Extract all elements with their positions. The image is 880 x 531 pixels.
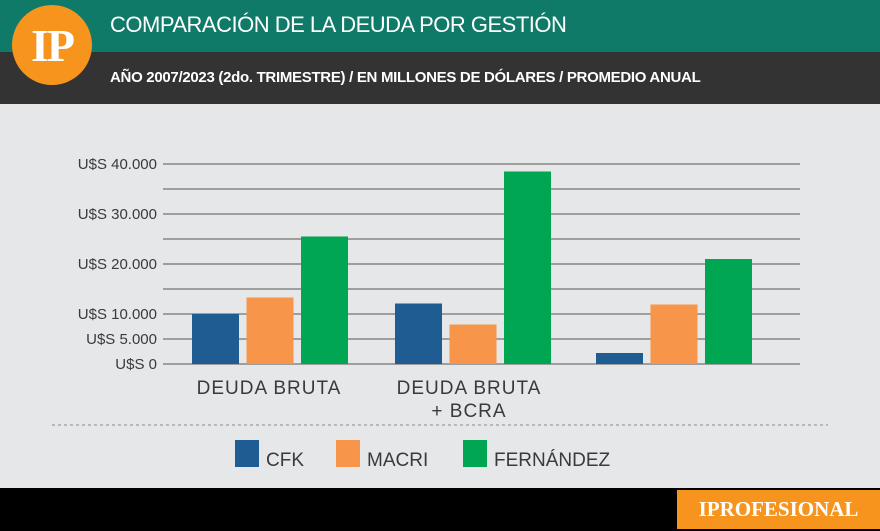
- bar-cfk: [395, 303, 442, 364]
- ip-logo: IP: [12, 5, 92, 85]
- bar-fernández: [301, 236, 348, 364]
- bar-macri: [650, 304, 698, 364]
- y-tick-label: U$S 10.000: [78, 306, 157, 323]
- legend-label: MACRI: [367, 450, 428, 471]
- page-subtitle: AÑO 2007/2023 (2do. TRIMESTRE) / EN MILL…: [110, 69, 701, 86]
- legend-swatch: [336, 440, 360, 467]
- y-tick-label: U$S 20.000: [78, 256, 157, 273]
- subheader-bar: [0, 52, 880, 104]
- category-label: + BCRA: [431, 401, 506, 422]
- header-bar: [0, 0, 880, 52]
- bar-cfk: [596, 353, 643, 364]
- bar-macri: [246, 297, 294, 364]
- legend-label: FERNÁNDEZ: [494, 450, 611, 471]
- legend-swatch: [235, 440, 259, 467]
- bar-fernández: [504, 171, 551, 364]
- bar-macri: [449, 324, 497, 364]
- bar-chart: U$S 0 U$S 5.000 U$S 10.000 U$S 20.000 U$S 30…: [52, 156, 828, 471]
- legend-label: CFK: [266, 450, 304, 471]
- y-tick-label: U$S 30.000: [78, 206, 157, 223]
- category-label: DEUDA BRUTA: [197, 378, 342, 399]
- page-title: COMPARACIÓN DE LA DEUDA POR GESTIÓN: [110, 12, 567, 37]
- y-tick-label: U$S 5.000: [86, 331, 157, 348]
- y-tick-label: U$S 40.000: [78, 156, 157, 173]
- bar-cfk: [192, 314, 239, 364]
- brand-logo: IPROFESIONAL: [677, 490, 880, 529]
- category-label: DEUDA BRUTA: [397, 378, 542, 399]
- y-tick-label: U$S 0: [115, 356, 157, 373]
- legend-swatch: [463, 440, 487, 467]
- bar-fernández: [705, 259, 752, 364]
